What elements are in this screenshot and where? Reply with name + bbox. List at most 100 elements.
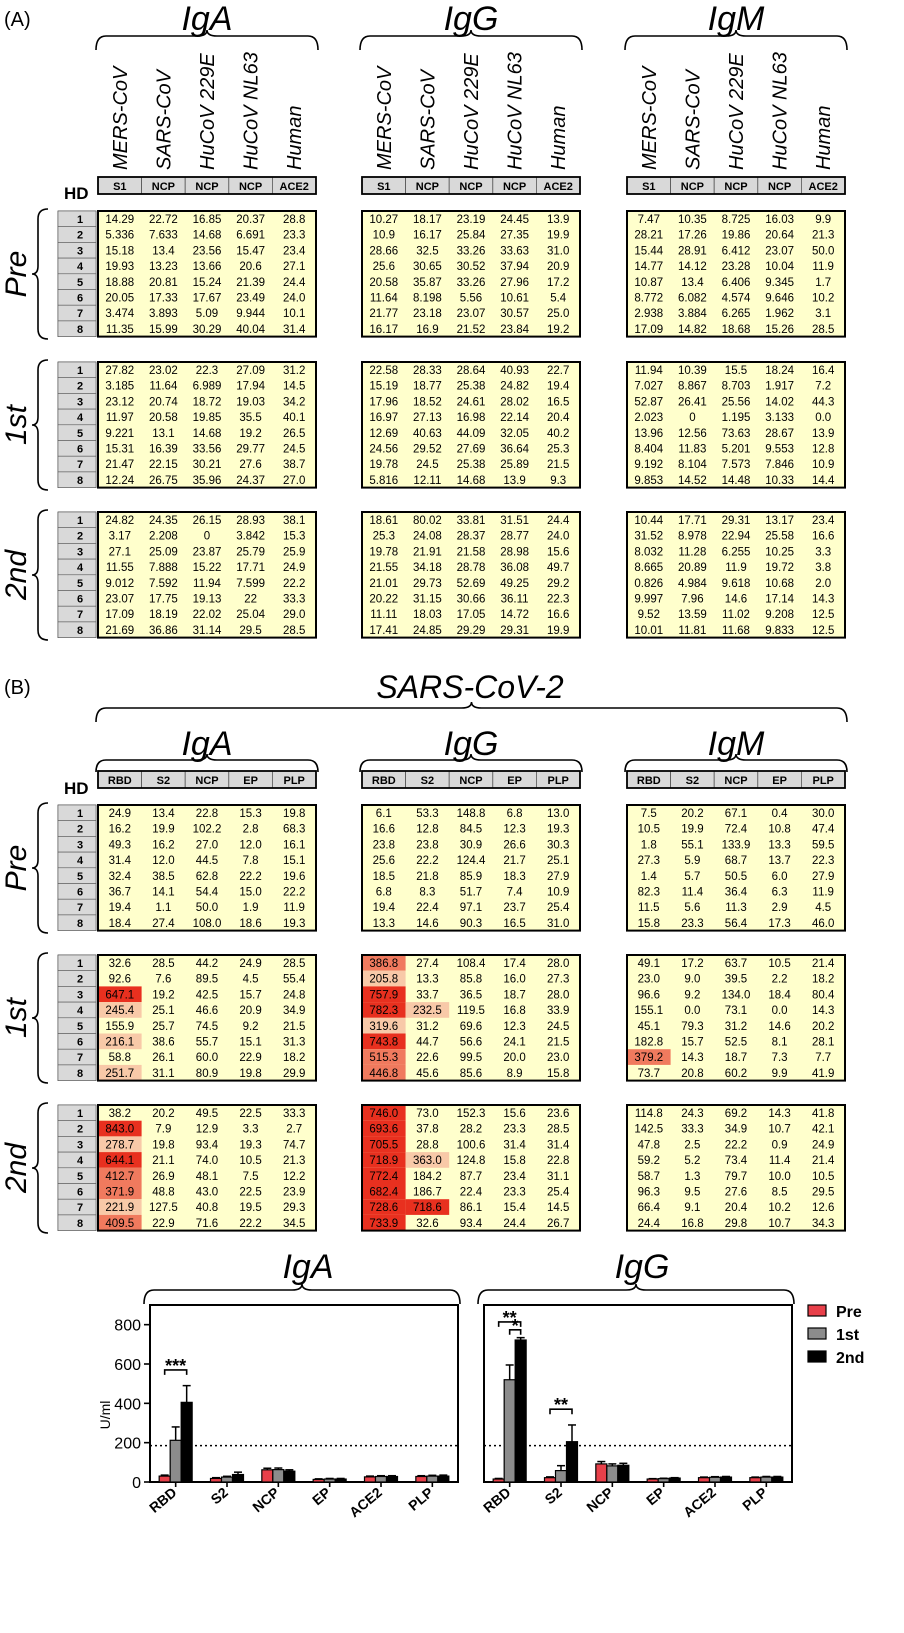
table-value: 17.33: [149, 293, 178, 305]
heat-cell: [362, 1064, 406, 1081]
table-value: 59.2: [638, 1155, 660, 1167]
table-value: 44.2: [196, 958, 218, 970]
table-value: 18.52: [413, 396, 442, 408]
table-value: 1.962: [765, 308, 794, 320]
table-value: 11.83: [678, 444, 706, 456]
table-value: 31.2: [416, 1021, 438, 1033]
table-value: 24.4: [638, 1218, 661, 1230]
panel-b-antigen-header-label: NCP: [724, 775, 747, 787]
table-value: 8.1: [772, 1037, 788, 1049]
table-value: 28.0: [547, 958, 569, 970]
table-value: 41.9: [812, 1068, 834, 1080]
phase-brace: [31, 1102, 49, 1234]
heat-cell: [98, 1214, 142, 1231]
table-value: 27.35: [500, 230, 529, 242]
table-value: 18.03: [413, 609, 442, 621]
table-value: 28.5: [547, 1124, 569, 1136]
bar: [565, 1441, 579, 1483]
table-value: 9.833: [765, 625, 794, 637]
table-value: 46.6: [196, 1005, 218, 1017]
table-value: 7.633: [149, 230, 178, 242]
table-value: 62.8: [196, 871, 218, 883]
row-index-label: 8: [77, 475, 83, 487]
table-value: 20.2: [812, 1021, 834, 1033]
table-value: 155.9: [105, 1021, 134, 1033]
table-value: 24.61: [457, 396, 486, 408]
table-value: 7.3: [772, 1052, 788, 1064]
table-value: 108.0: [193, 918, 222, 930]
table-value: 1.9: [243, 902, 259, 914]
legend-swatch: [807, 1304, 827, 1317]
significance-label: **: [503, 1308, 517, 1328]
table-value: 30.29: [193, 324, 222, 336]
table-value: 2.9: [772, 902, 788, 914]
table-value: 119.5: [457, 1005, 485, 1017]
table-value: 22.2: [239, 871, 261, 883]
table-value: 24.5: [547, 1021, 569, 1033]
row-index-label: 3: [77, 839, 83, 851]
row-index-label: 2: [77, 531, 83, 543]
heat-cell: [98, 986, 142, 1003]
table-value: 412.7: [105, 1171, 134, 1183]
table-value: 15.8: [503, 1155, 525, 1167]
table-value: 21.1: [152, 1155, 174, 1167]
row-index-label: 1: [77, 365, 83, 377]
table-value: 10.25: [765, 546, 794, 558]
table-value: 40.93: [500, 365, 529, 377]
table-value: 21.5: [547, 459, 569, 471]
table-value: 9.853: [634, 475, 663, 487]
table-value: 24.9: [812, 1139, 834, 1151]
heat-cell: [362, 1199, 406, 1215]
panel-b-label: (B): [4, 677, 31, 699]
heat-cell: [362, 1002, 406, 1018]
table-value: 7.846: [765, 459, 794, 471]
panel-a-table-border: [626, 511, 846, 639]
row-index-label: 6: [77, 1037, 83, 1049]
table-value: 20.37: [236, 214, 265, 226]
bar: [646, 1478, 659, 1483]
table-value: 3.474: [105, 308, 134, 320]
row-index-cell: [57, 914, 97, 931]
table-value: 25.9: [283, 546, 305, 558]
table-value: 25.6: [373, 855, 395, 867]
table-value: 682.4: [369, 1187, 398, 1199]
table-value: 133.9: [722, 839, 751, 851]
table-value: 20.2: [152, 1108, 174, 1120]
table-value: 27.3: [638, 855, 660, 867]
table-value: 73.63: [722, 428, 751, 440]
row-index-cell: [57, 621, 97, 638]
chart-title: IgG: [615, 1248, 670, 1286]
table-value: 26.75: [149, 475, 178, 487]
panel-a-antigen-header-label: NCP: [195, 181, 218, 193]
table-value: 18.3: [503, 871, 525, 883]
bar: [323, 1478, 336, 1483]
table-value: 31.2: [283, 365, 305, 377]
table-value: 16.8: [681, 1218, 703, 1230]
table-value: 96.6: [638, 989, 660, 1001]
table-value: 60.2: [725, 1068, 747, 1080]
table-value: 25.1: [152, 1005, 174, 1017]
table-value: 11.28: [678, 546, 706, 558]
table-value: 27.13: [413, 412, 442, 424]
table-value: 8.5: [772, 1187, 788, 1199]
table-value: 23.3: [503, 1187, 525, 1199]
row-index-cell: [57, 471, 97, 488]
table-value: 22.94: [722, 531, 751, 543]
virus-label: HuCoV 229E: [726, 53, 748, 170]
table-value: 28.02: [500, 396, 529, 408]
table-value: 251.7: [105, 1068, 134, 1080]
bar: [385, 1475, 399, 1483]
table-value: 127.5: [149, 1202, 178, 1214]
table-value: 14.3: [768, 1108, 790, 1120]
table-value: 24.56: [369, 444, 398, 456]
panel-b-ig-brace: [95, 753, 319, 773]
table-value: 28.67: [765, 428, 794, 440]
table-value: 23.12: [105, 396, 134, 408]
row-index-label: 7: [77, 902, 83, 914]
table-value: 6.255: [722, 546, 751, 558]
table-value: 12.8: [416, 824, 438, 836]
panel-b-table-border: [361, 1104, 581, 1232]
table-value: 15.18: [105, 245, 134, 257]
table-value: 8.725: [722, 214, 751, 226]
table-value: 148.8: [457, 808, 486, 820]
